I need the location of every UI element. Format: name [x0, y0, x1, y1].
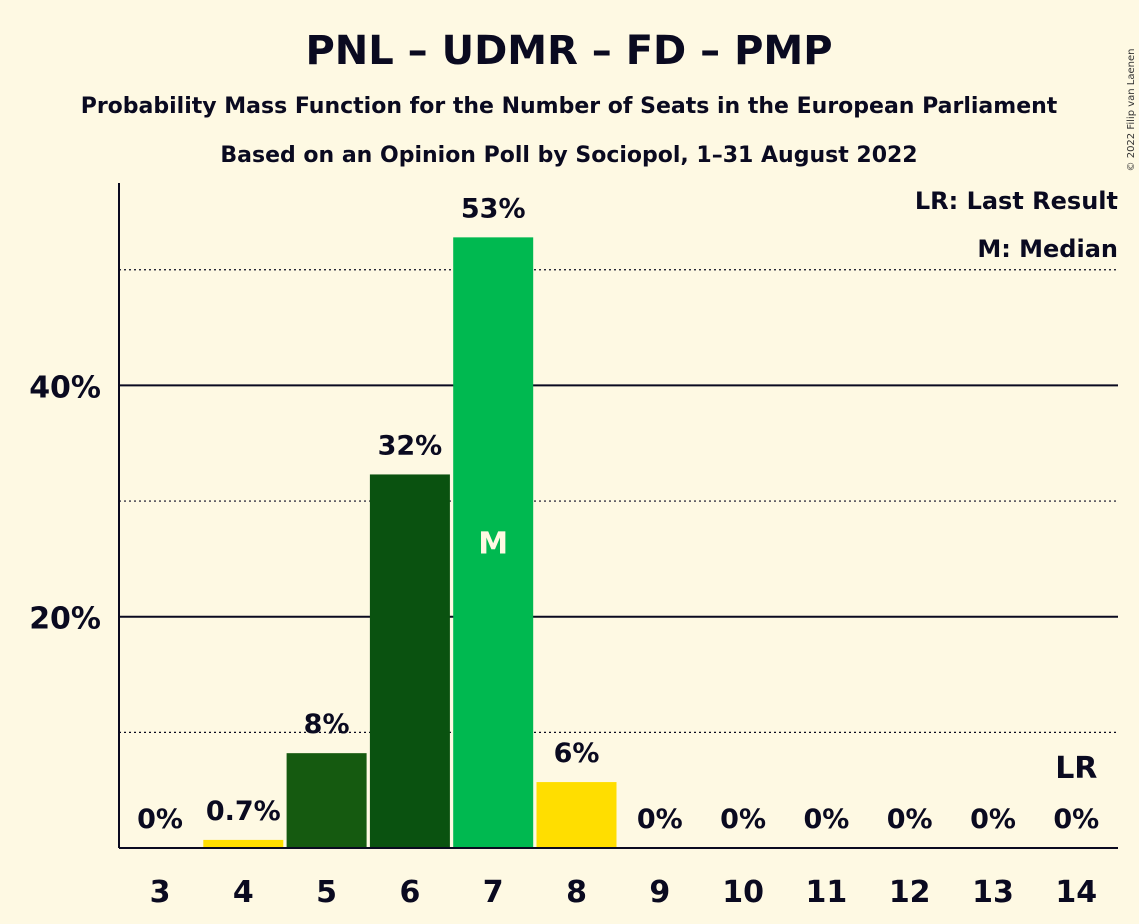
- x-tick-label-10: 10: [722, 875, 764, 910]
- bar-5: [286, 753, 367, 848]
- x-tick-label-6: 6: [399, 875, 420, 910]
- median-marker: M: [478, 527, 508, 562]
- data-label-5: 8%: [304, 709, 350, 740]
- bar-4: [203, 839, 284, 848]
- data-label-14: 0%: [1053, 804, 1099, 835]
- bar-8: [536, 782, 617, 848]
- data-label-13: 0%: [970, 804, 1016, 835]
- data-label-6: 32%: [378, 430, 443, 461]
- chart-title: PNL – UDMR – FD – PMP: [305, 28, 832, 74]
- last-result-marker: LR: [1055, 751, 1097, 786]
- data-label-12: 0%: [887, 804, 933, 835]
- x-tick-label-7: 7: [483, 875, 504, 910]
- data-label-11: 0%: [803, 804, 849, 835]
- data-label-3: 0%: [137, 804, 183, 835]
- data-label-9: 0%: [637, 804, 683, 835]
- x-tick-label-8: 8: [566, 875, 587, 910]
- chart-subtitle: Probability Mass Function for the Number…: [81, 94, 1058, 119]
- x-tick-label-5: 5: [316, 875, 337, 910]
- x-tick-label-4: 4: [233, 875, 254, 910]
- bars: [203, 237, 617, 849]
- x-tick-label-11: 11: [806, 875, 848, 910]
- x-tick-label-9: 9: [649, 875, 670, 910]
- x-tick-label-12: 12: [889, 875, 931, 910]
- x-axis-ticks: 3 4 5 6 7 8 9 10 11 12 13 14: [150, 875, 1098, 910]
- y-tick-label-20: 20%: [29, 602, 101, 637]
- data-label-8: 6%: [554, 738, 600, 769]
- data-label-10: 0%: [720, 804, 766, 835]
- x-tick-label-14: 14: [1055, 875, 1097, 910]
- gridlines: [119, 269, 1118, 733]
- chart-subtitle-source: Based on an Opinion Poll by Sociopol, 1–…: [220, 143, 917, 168]
- x-tick-label-3: 3: [150, 875, 171, 910]
- y-axis-ticks: 20% 40%: [29, 370, 101, 636]
- bar-7: [453, 237, 534, 849]
- bar-6: [369, 474, 450, 848]
- data-labels: 0% 0.7% 8% 32% 53% M 6% 0% 0% 0% 0% 0% 0% LR: [137, 193, 1099, 835]
- legend-median: M: Median: [977, 235, 1118, 263]
- copyright-note: © 2022 Filip van Laenen: [1126, 49, 1137, 172]
- x-tick-label-13: 13: [972, 875, 1014, 910]
- y-tick-label-40: 40%: [29, 370, 101, 405]
- data-label-7: 53%: [461, 193, 526, 224]
- data-label-4: 0.7%: [206, 796, 281, 827]
- legend-last-result: LR: Last Result: [915, 187, 1118, 215]
